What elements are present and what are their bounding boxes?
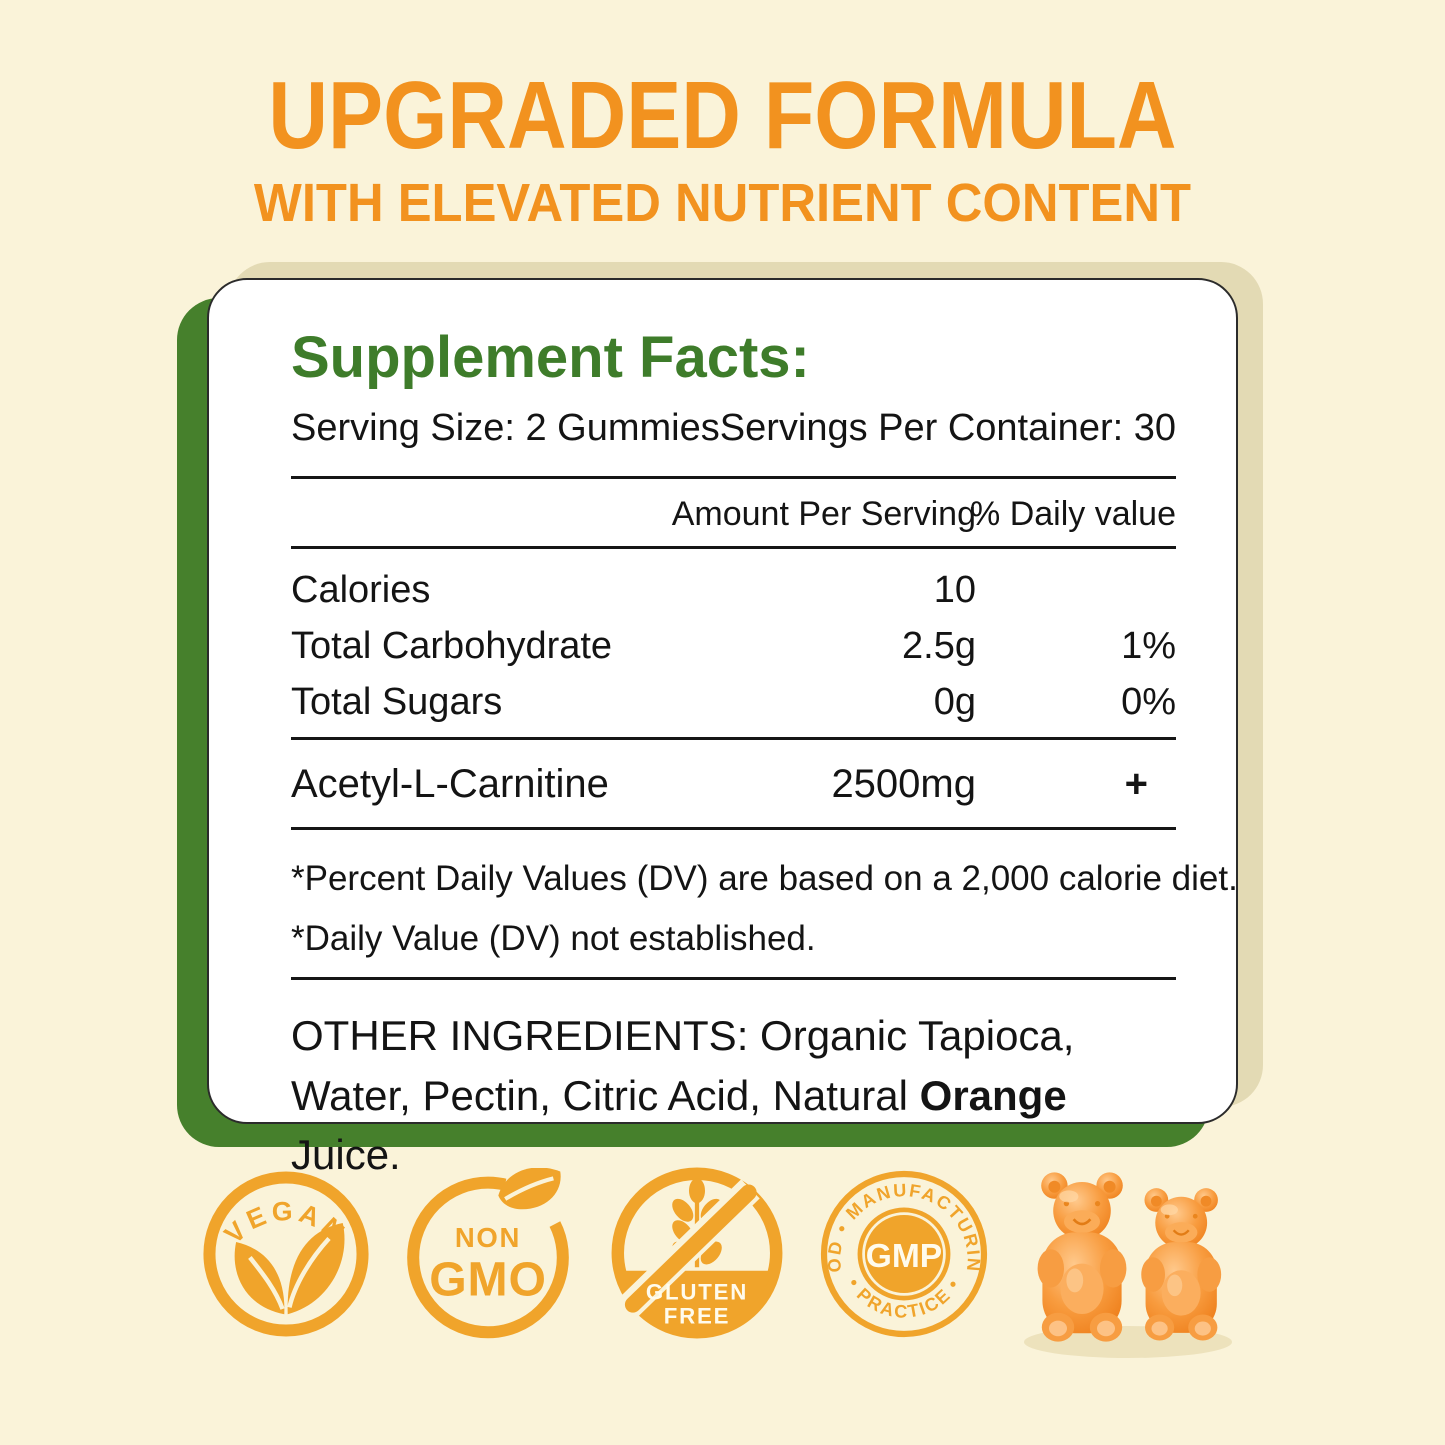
nutrient-name: Total Carbohydrate <box>291 625 613 667</box>
other-ingredients-list: Organic Tapioca, Water, Pectin, Citric A… <box>291 1012 1075 1119</box>
other-ingredients-flavor: Orange <box>919 1071 1067 1119</box>
table-header-row: Amount Per Serving % Daily value <box>291 495 1176 534</box>
nutrient-daily-value: 1% <box>1121 625 1176 667</box>
non-gmo-line1: NON <box>455 1222 521 1253</box>
gluten-free-line2: FREE <box>664 1303 730 1328</box>
servings-per-container: Servings Per Container: 30 <box>719 407 1176 449</box>
nutrient-amount: 2.5g <box>902 625 976 667</box>
nutrient-amount: 0g <box>933 681 976 723</box>
supplement-facts-panel: Supplement Facts: Serving Size: 2 Gummie… <box>177 262 1263 1178</box>
footnote-dv-not-established: *Daily Value (DV) not established. <box>291 918 816 958</box>
gmp-badge-icon: GOOD • MANUFACTURING • • PRACTICE • GMP <box>818 1168 988 1338</box>
divider <box>291 737 1176 740</box>
ingredient-name: Acetyl-L-Carnitine <box>291 762 609 806</box>
page-title: UPGRADED FORMULA <box>268 62 1177 169</box>
divider <box>291 476 1176 479</box>
gummy-bears-image <box>1024 1171 1232 1358</box>
nutrient-name: Total Sugars <box>291 681 503 723</box>
non-gmo-line2: GMO <box>429 1252 547 1306</box>
other-ingredients: OTHER INGREDIENTS: Organic Tapioca, Wate… <box>291 1006 1176 1185</box>
divider <box>291 977 1176 980</box>
supplement-facts-card: Supplement Facts: Serving Size: 2 Gummie… <box>207 278 1238 1178</box>
page-header: UPGRADED FORMULA WITH ELEVATED NUTRIENT … <box>0 0 1445 230</box>
supplement-facts-title: Supplement Facts: <box>291 325 810 390</box>
gluten-free-line1: GLUTEN <box>646 1279 748 1304</box>
serving-size: Serving Size: 2 Gummies <box>291 407 720 449</box>
page-subtitle: WITH ELEVATED NUTRIENT CONTENT <box>253 172 1192 233</box>
divider <box>291 827 1176 830</box>
footnote-percent-daily-values: *Percent Daily Values (DV) are based on … <box>291 859 1238 898</box>
gummy-bears-shadow <box>1024 1326 1232 1358</box>
column-amount-per-serving: Amount Per Serving <box>671 495 976 533</box>
divider <box>291 546 1176 549</box>
nutrient-amount: 10 <box>933 569 976 611</box>
nutrient-daily-value: 0% <box>1121 681 1176 723</box>
serving-row: Serving Size: 2 Gummies Servings Per Con… <box>291 407 1176 450</box>
footnotes: *Percent Daily Values (DV) are based on … <box>291 856 1238 961</box>
table-row-total-carbohydrate: Total Carbohydrate 2.5g 1% <box>291 625 1176 668</box>
table-row-calories: Calories 10 <box>291 569 1176 612</box>
gmp-center-label: GMP <box>866 1238 942 1275</box>
nutrient-table: Calories 10 Total Carbohydrate 2.5g 1% T… <box>291 569 1176 724</box>
table-row-acetyl-l-carnitine: Acetyl-L-Carnitine 2500mg + <box>291 762 1176 807</box>
ingredient-daily-value: + <box>1124 762 1148 806</box>
ingredient-amount: 2500mg <box>831 762 976 806</box>
other-ingredients-suffix: Juice. <box>291 1131 401 1179</box>
nutrient-name: Calories <box>291 569 431 611</box>
column-daily-value: % Daily value <box>970 495 1176 533</box>
non-gmo-badge-icon: NON GMO <box>407 1168 569 1339</box>
other-ingredients-label: OTHER INGREDIENTS: <box>291 1012 749 1059</box>
table-row-total-sugars: Total Sugars 0g 0% <box>291 681 1176 724</box>
gluten-free-badge-icon: GLUTEN FREE <box>611 1167 783 1339</box>
